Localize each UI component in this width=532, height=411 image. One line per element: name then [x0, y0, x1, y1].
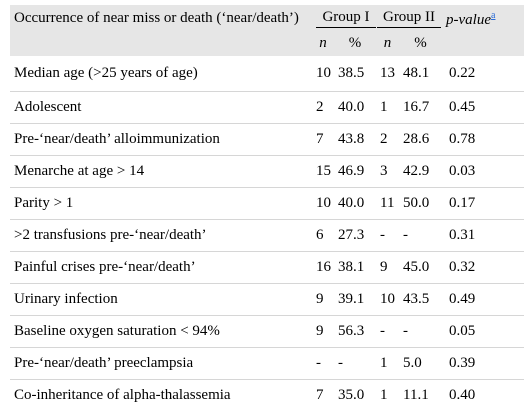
row-label-cell: Baseline oxygen saturation < 94% [10, 316, 312, 348]
header-group-2: Group II [376, 5, 442, 31]
row-label-cell: Menarche at age > 14 [10, 156, 312, 188]
pct-group-2-cell: 5.0 [399, 348, 442, 380]
pvalue-cell: 0.39 [442, 348, 524, 380]
group-2-label: Group II [377, 8, 441, 28]
header-pct-group-1: % [334, 31, 376, 56]
pvalue-cell: 0.05 [442, 316, 524, 348]
pct-group-1-cell: 46.9 [334, 156, 376, 188]
n-group-1-cell: 10 [312, 188, 334, 220]
n-group-1-cell: 9 [312, 316, 334, 348]
header-pvalue: p-valuea [442, 5, 524, 31]
n-group-1-cell: 7 [312, 380, 334, 411]
pvalue-cell: 0.22 [442, 56, 524, 92]
n-group-1-cell: - [312, 348, 334, 380]
row-label-cell: Median age (>25 years of age) [10, 56, 312, 92]
pvalue-cell: 0.31 [442, 220, 524, 252]
row-label-cell: >2 transfusions pre-‘near/death’ [10, 220, 312, 252]
pvalue-cell: 0.78 [442, 124, 524, 156]
n-group-2-cell: 11 [376, 188, 399, 220]
pvalue-cell: 0.03 [442, 156, 524, 188]
row-label-cell: Adolescent [10, 92, 312, 124]
header-group-1: Group I [312, 5, 376, 31]
row-label-cell: Parity > 1 [10, 188, 312, 220]
n-group-1-cell: 10 [312, 56, 334, 92]
header-blank-pvalue [442, 31, 524, 56]
n-group-2-cell: - [376, 316, 399, 348]
pct-group-1-cell: 56.3 [334, 316, 376, 348]
group-1-label: Group I [316, 8, 375, 28]
row-label-cell: Painful crises pre-‘near/death’ [10, 252, 312, 284]
pct-group-1-cell: 40.0 [334, 92, 376, 124]
pct-group-1-cell: 27.3 [334, 220, 376, 252]
n-group-2-cell: 9 [376, 252, 399, 284]
pct-group-2-cell: 16.7 [399, 92, 442, 124]
pvalue-cell: 0.17 [442, 188, 524, 220]
n-group-2-cell: 2 [376, 124, 399, 156]
n-group-1-cell: 6 [312, 220, 334, 252]
n-group-2-cell: - [376, 220, 399, 252]
header-row-groups: Occurrence of near miss or death (‘near/… [10, 5, 524, 31]
n-group-2-cell: 13 [376, 56, 399, 92]
pvalue-cell: 0.40 [442, 380, 524, 411]
n-group-2-cell: 3 [376, 156, 399, 188]
pct-group-1-cell: 35.0 [334, 380, 376, 411]
pct-group-1-cell: 40.0 [334, 188, 376, 220]
n-group-1-cell: 2 [312, 92, 334, 124]
pct-group-2-cell: 45.0 [399, 252, 442, 284]
n-group-1-cell: 15 [312, 156, 334, 188]
pvalue-label: p-value [446, 12, 491, 28]
pct-group-2-cell: 28.6 [399, 124, 442, 156]
row-label-cell: Pre-‘near/death’ preeclampsia [10, 348, 312, 380]
header-pct-group-2: % [399, 31, 442, 56]
header-n-group-1: n [312, 31, 334, 56]
n-group-1-cell: 7 [312, 124, 334, 156]
n-group-2-cell: 1 [376, 92, 399, 124]
pct-group-2-cell: - [399, 220, 442, 252]
pct-group-2-cell: 48.1 [399, 56, 442, 92]
n-group-2-cell: 1 [376, 380, 399, 411]
pvalue-cell: 0.49 [442, 284, 524, 316]
n-group-2-cell: 1 [376, 348, 399, 380]
row-label-cell: Pre-‘near/death’ alloimmunization [10, 124, 312, 156]
header-row-subcolumns: n % n % [10, 31, 524, 56]
table-header: Occurrence of near miss or death (‘near/… [10, 5, 524, 56]
header-n-group-2: n [376, 31, 399, 56]
pct-group-1-cell: 38.1 [334, 252, 376, 284]
pct-group-1-cell: 38.5 [334, 56, 376, 92]
data-table: Occurrence of near miss or death (‘near/… [10, 5, 524, 411]
header-blank [10, 31, 312, 56]
pvalue-footnote-link[interactable]: a [491, 10, 495, 21]
pct-group-2-cell: 50.0 [399, 188, 442, 220]
pct-group-2-cell: 42.9 [399, 156, 442, 188]
pct-group-2-cell: 11.1 [399, 380, 442, 411]
pct-group-2-cell: - [399, 316, 442, 348]
pvalue-cell: 0.32 [442, 252, 524, 284]
row-label-cell: Urinary infection [10, 284, 312, 316]
pvalue-cell: 0.45 [442, 92, 524, 124]
n-group-1-cell: 9 [312, 284, 334, 316]
n-group-2-cell: 10 [376, 284, 399, 316]
pct-group-1-cell: - [334, 348, 376, 380]
n-group-1-cell: 16 [312, 252, 334, 284]
pct-group-1-cell: 39.1 [334, 284, 376, 316]
row-label-cell: Co-inheritance of alpha-thalassemia [10, 380, 312, 411]
header-occurrence: Occurrence of near miss or death (‘near/… [10, 5, 312, 31]
pct-group-2-cell: 43.5 [399, 284, 442, 316]
pct-group-1-cell: 43.8 [334, 124, 376, 156]
